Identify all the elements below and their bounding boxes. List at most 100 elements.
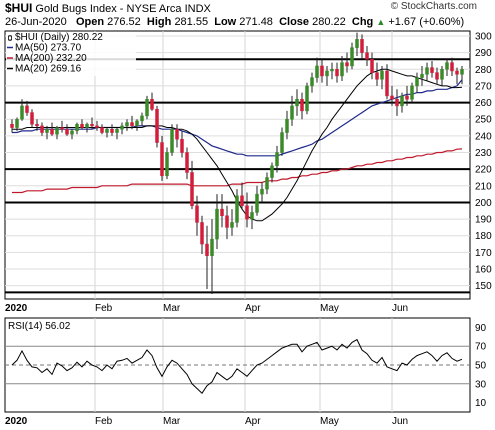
candlestick-icon-body — [8, 35, 12, 41]
candle-body — [35, 123, 39, 127]
candle-body — [390, 95, 394, 100]
candle-body — [335, 69, 339, 77]
candle-body — [435, 72, 439, 80]
candle-body — [280, 132, 284, 153]
rsi-tick-label: 50 — [475, 361, 487, 372]
price-tick-label: 150 — [475, 281, 492, 292]
candle-body — [175, 128, 179, 140]
candle-body — [105, 128, 109, 133]
high-label: High — [146, 16, 172, 28]
candle-body — [300, 98, 304, 112]
price-tick-label: 230 — [475, 148, 492, 159]
close-label: Close — [279, 16, 310, 28]
candle-body — [285, 118, 289, 133]
rsi-x-tick-label: Feb — [95, 416, 113, 427]
candle-body — [340, 62, 344, 77]
candle-body — [95, 125, 99, 128]
candle-body — [445, 62, 449, 70]
candle-body — [265, 177, 269, 190]
candle-body — [380, 70, 384, 80]
rsi-tick-label: 70 — [475, 342, 487, 353]
candle-body — [65, 128, 69, 135]
candle-body — [240, 195, 244, 207]
chart-title-line: $HUI Gold Bugs Index - NYSE Arca INDX — [5, 1, 211, 15]
candle-body — [145, 98, 149, 117]
candle-body — [305, 85, 309, 112]
candle-body — [10, 123, 14, 128]
price-x-tick-label: Apr — [245, 303, 261, 314]
legend-background — [6, 32, 136, 76]
candle-body — [355, 39, 359, 48]
candle-body — [170, 128, 174, 153]
open-label: Open — [75, 16, 105, 28]
rsi-line — [11, 338, 463, 394]
close-value: 280.22 — [312, 16, 346, 28]
legend-label: $HUI (Daily) 280.22 — [15, 32, 103, 43]
candle-body — [350, 47, 354, 67]
legend-label: MA(200) 232.20 — [15, 53, 87, 64]
rsi-legend-background — [6, 320, 82, 331]
price-tick-label: 270 — [475, 81, 492, 92]
low-value: 271.48 — [239, 16, 273, 28]
candle-body — [295, 98, 299, 107]
candle-body — [405, 95, 409, 100]
candle-body — [330, 69, 334, 72]
candle-body — [45, 128, 49, 133]
candle-body — [100, 127, 104, 133]
rsi-tick-label: 90 — [475, 323, 487, 334]
high-value: 281.55 — [174, 16, 209, 28]
candle-body — [400, 95, 404, 107]
rsi-panel: 10 30 50 70 90 RSI(14) 56.02 2020 Feb Mar Apr May J… — [4, 317, 487, 427]
quote-line: 26-Jun-2020 Open 276.52 High 281.55 Low … — [5, 16, 464, 28]
candle-body — [60, 127, 64, 130]
price-x-tick-label: Feb — [95, 303, 113, 314]
rsi-x-tick-label: 2020 — [5, 416, 28, 427]
candle-body — [55, 127, 59, 135]
rsi-x-tick-label: May — [320, 416, 339, 427]
legend-label: MA(20) 269.16 — [15, 64, 82, 75]
price-tick-label: 210 — [475, 181, 492, 192]
candle-body — [20, 105, 24, 120]
rsi-tick-label: 10 — [475, 398, 487, 409]
quote-date: 26-Jun-2020 — [5, 16, 67, 28]
candle-body — [385, 70, 389, 97]
candle-body — [210, 238, 214, 256]
candle-body — [365, 52, 369, 60]
price-tick-label: 170 — [475, 248, 492, 259]
candle-body — [135, 120, 139, 127]
candle-body — [255, 193, 259, 213]
candle-body — [110, 128, 114, 133]
candle-body — [40, 125, 44, 133]
price-tick-label: 250 — [475, 115, 492, 126]
price-x-tick-label: 2020 — [5, 303, 28, 314]
candle-body — [275, 152, 279, 167]
candle-body — [130, 122, 134, 127]
rsi-x-tick-label: Apr — [245, 416, 261, 427]
candle-body — [220, 208, 224, 217]
candle-body — [195, 205, 199, 223]
price-tick-label: 160 — [475, 265, 492, 276]
candle-body — [245, 205, 249, 220]
chg-value: +1.67 (+0.60%) — [388, 16, 465, 28]
price-x-tick-label: Mar — [163, 303, 181, 314]
candlestick-icon — [8, 35, 12, 41]
candle-body — [90, 123, 94, 127]
candle-body — [50, 128, 54, 135]
candle-body — [160, 142, 164, 177]
candle-body — [440, 69, 444, 80]
price-tick-label: 190 — [475, 215, 492, 226]
candle-body — [190, 172, 194, 207]
price-tick-label: 180 — [475, 231, 492, 242]
chg-label: Chg — [351, 16, 374, 28]
rsi-tick-label: 30 — [475, 379, 487, 390]
candle-body — [325, 70, 329, 77]
up-triangle-icon: ▲ — [376, 17, 386, 27]
candle-body — [460, 69, 464, 75]
price-tick-label: 240 — [475, 131, 492, 142]
candle-body — [180, 138, 184, 153]
ma200-line — [12, 148, 463, 194]
rsi-x-tick-label: Jun — [392, 416, 408, 427]
candle-body — [320, 65, 324, 77]
